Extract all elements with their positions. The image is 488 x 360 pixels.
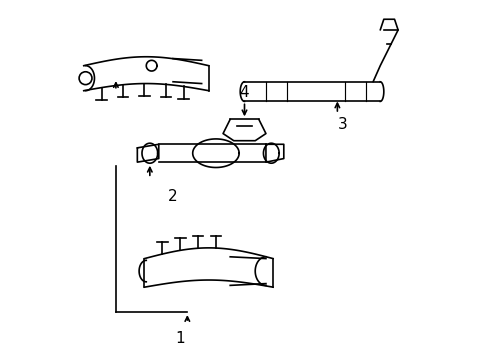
Text: 1: 1 <box>175 332 184 346</box>
Text: 2: 2 <box>168 189 178 203</box>
Text: 4: 4 <box>239 85 249 100</box>
Text: 3: 3 <box>337 117 347 132</box>
